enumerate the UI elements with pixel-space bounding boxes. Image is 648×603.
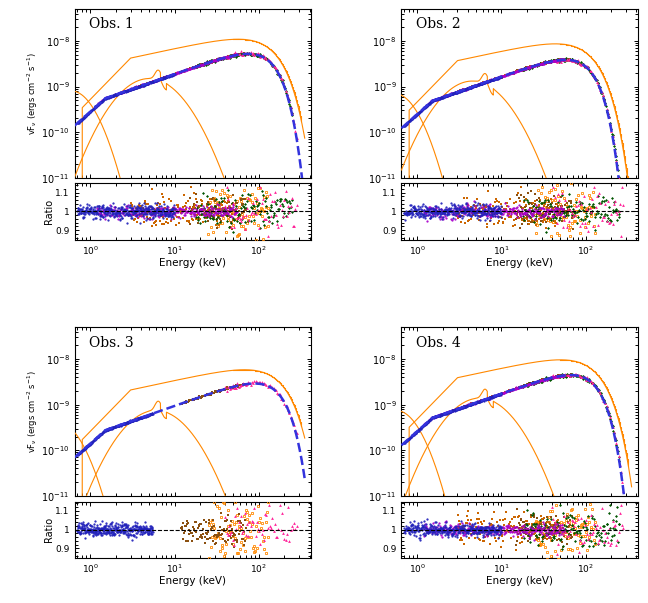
Y-axis label: Ratio: Ratio (44, 199, 54, 224)
X-axis label: Energy (keV): Energy (keV) (159, 576, 226, 587)
Y-axis label: vF$_{\nu}$ (ergs cm$^{-2}$ s$^{-1}$): vF$_{\nu}$ (ergs cm$^{-2}$ s$^{-1}$) (25, 370, 40, 453)
X-axis label: Energy (keV): Energy (keV) (159, 258, 226, 268)
Text: Obs. 2: Obs. 2 (415, 17, 460, 31)
Y-axis label: vF$_{\nu}$ (ergs cm$^{-2}$ s$^{-1}$): vF$_{\nu}$ (ergs cm$^{-2}$ s$^{-1}$) (25, 52, 40, 134)
Y-axis label: Ratio: Ratio (44, 517, 54, 542)
Text: Obs. 3: Obs. 3 (89, 336, 133, 350)
Text: Obs. 4: Obs. 4 (415, 336, 460, 350)
Text: Obs. 1: Obs. 1 (89, 17, 133, 31)
X-axis label: Energy (keV): Energy (keV) (487, 258, 553, 268)
X-axis label: Energy (keV): Energy (keV) (487, 576, 553, 587)
